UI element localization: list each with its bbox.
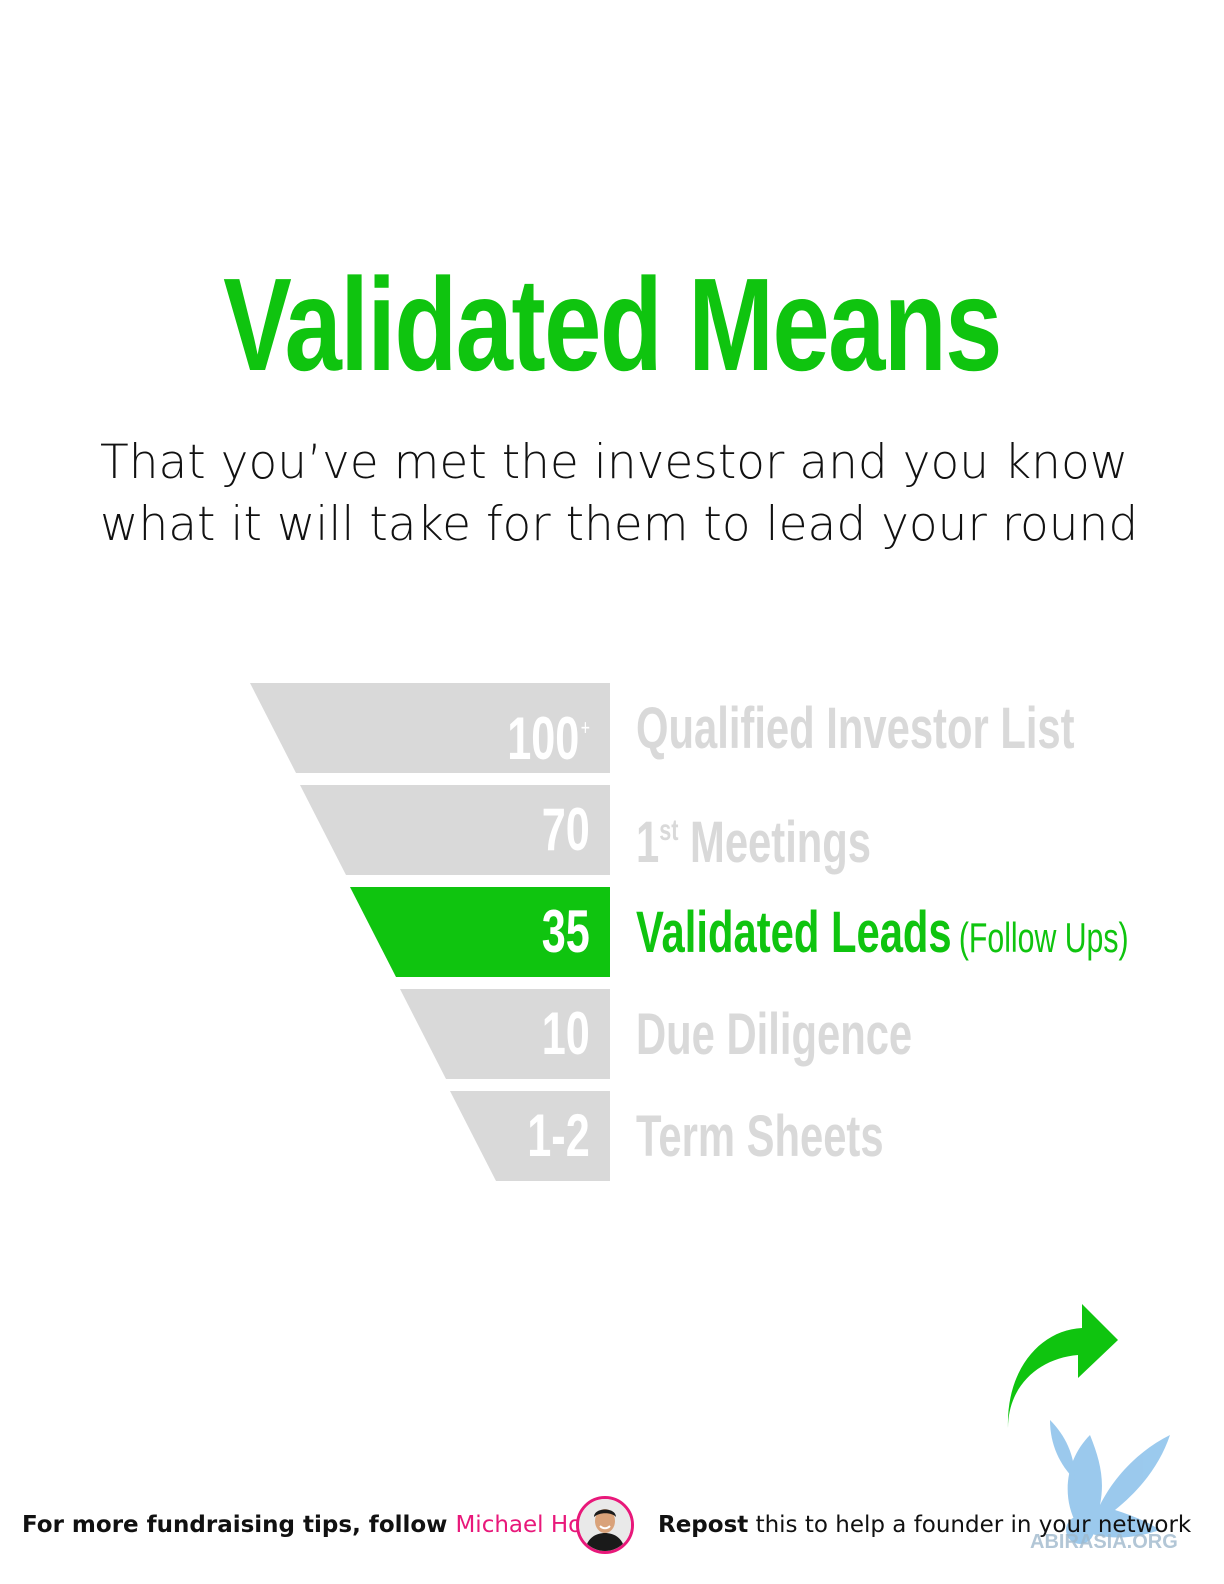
stage-label: Term Sheets	[636, 1104, 884, 1169]
stage-number: 1-2	[527, 1102, 590, 1169]
funnel-segment	[400, 989, 610, 1079]
footer-follow-text: For more fundraising tips, follow Michae…	[22, 1512, 583, 1538]
subtitle-line-2: what it will take for them to lead your …	[100, 497, 1139, 552]
stage-label-extra: (Follow Ups)	[958, 914, 1129, 961]
stage-number: 10	[541, 1000, 590, 1067]
avatar[interactable]	[576, 1496, 634, 1554]
stage-label: 1st Meetings	[636, 810, 872, 875]
subtitle: That you’ve met the investor and you kno…	[100, 432, 1140, 556]
avatar-portrait-icon	[579, 1499, 631, 1551]
stage-label: Qualified Investor List	[636, 696, 1075, 761]
funnel-chart: 100+ Qualified Investor List 70 1st Meet…	[0, 683, 1224, 1183]
funnel-stage: 100+ Qualified Investor List	[0, 683, 1224, 773]
funnel-stage: 1-2 Term Sheets	[0, 1091, 1224, 1181]
page-title: Validated Means	[223, 251, 1002, 398]
griffin-watermark-icon: ABIRASIA.ORG	[1030, 1420, 1178, 1553]
funnel-segment	[250, 683, 610, 773]
funnel-stage-active: 35 Validated Leads (Follow Ups)	[0, 887, 1224, 977]
svg-text:ABIRASIA.ORG: ABIRASIA.ORG	[1030, 1531, 1178, 1553]
footer: For more fundraising tips, follow Michae…	[0, 1494, 1224, 1564]
subtitle-line-1: That you’ve met the investor and you kno…	[100, 435, 1129, 490]
stage-label: Validated Leads (Follow Ups)	[636, 900, 1129, 965]
author-name-link[interactable]: Michael Ho	[455, 1512, 583, 1538]
share-arrow-icon[interactable]	[1000, 1300, 1130, 1440]
stage-number: 35	[541, 898, 590, 965]
funnel-segment	[450, 1091, 610, 1181]
stage-number: 70	[541, 796, 590, 863]
funnel-segment	[300, 785, 610, 875]
funnel-segment	[350, 887, 610, 977]
footer-repost-text: Repost this to help a founder in your ne…	[658, 1512, 1192, 1538]
stage-number: 100+	[507, 705, 590, 772]
funnel-stage: 10 Due Diligence	[0, 989, 1224, 1079]
stage-label: Due Diligence	[636, 1002, 913, 1067]
funnel-stage: 70 1st Meetings	[0, 785, 1224, 875]
